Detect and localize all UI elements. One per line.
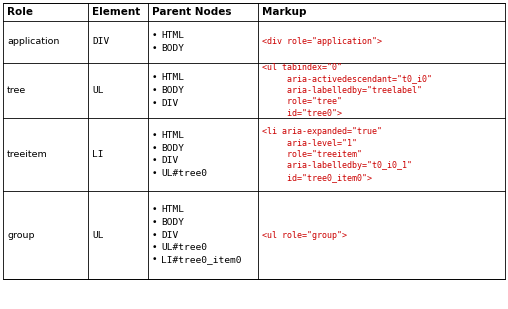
Text: •: • <box>152 156 157 165</box>
Text: LI#tree0_item0: LI#tree0_item0 <box>161 256 241 265</box>
Text: •: • <box>152 256 157 265</box>
Text: •: • <box>152 86 157 95</box>
Text: LI: LI <box>92 150 104 159</box>
Text: DIV: DIV <box>161 156 178 165</box>
Text: •: • <box>152 131 157 140</box>
Text: DIV: DIV <box>161 231 178 239</box>
Text: •: • <box>152 144 157 153</box>
Text: HTML: HTML <box>161 31 184 40</box>
Text: <li aria-expanded="true": <li aria-expanded="true" <box>262 127 382 136</box>
Text: tree: tree <box>7 86 26 95</box>
Text: DIV: DIV <box>161 99 178 108</box>
Text: BODY: BODY <box>161 86 184 95</box>
Text: UL: UL <box>92 86 104 95</box>
Text: HTML: HTML <box>161 74 184 83</box>
Text: Role: Role <box>7 7 33 17</box>
Text: id="tree0">: id="tree0"> <box>262 109 342 118</box>
Text: HTML: HTML <box>161 205 184 214</box>
Text: UL: UL <box>92 231 104 239</box>
Text: Parent Nodes: Parent Nodes <box>152 7 232 17</box>
Text: •: • <box>152 44 157 53</box>
Text: <ul role="group">: <ul role="group"> <box>262 231 347 239</box>
Text: •: • <box>152 74 157 83</box>
Text: •: • <box>152 31 157 40</box>
Text: id="tree0_item0">: id="tree0_item0"> <box>262 173 372 182</box>
Text: treeitem: treeitem <box>7 150 48 159</box>
Text: HTML: HTML <box>161 131 184 140</box>
Text: aria-level="1": aria-level="1" <box>262 138 357 147</box>
Text: UL#tree0: UL#tree0 <box>161 243 207 252</box>
Text: Markup: Markup <box>262 7 306 17</box>
Text: Element: Element <box>92 7 140 17</box>
Text: aria-labelledby="t0_i0_1": aria-labelledby="t0_i0_1" <box>262 162 412 171</box>
Text: application: application <box>7 37 59 46</box>
Text: role="treeitem": role="treeitem" <box>262 150 362 159</box>
Text: aria-activedescendant="t0_i0": aria-activedescendant="t0_i0" <box>262 74 432 83</box>
Text: DIV: DIV <box>92 37 109 46</box>
Text: •: • <box>152 169 157 178</box>
Text: role="tree": role="tree" <box>262 98 342 107</box>
Text: <div role="application">: <div role="application"> <box>262 37 382 46</box>
Text: BODY: BODY <box>161 218 184 227</box>
Text: <ul tabindex="0": <ul tabindex="0" <box>262 63 342 72</box>
Text: UL#tree0: UL#tree0 <box>161 169 207 178</box>
Text: BODY: BODY <box>161 144 184 153</box>
Bar <box>3 3 505 279</box>
Text: BODY: BODY <box>161 44 184 53</box>
Text: •: • <box>152 243 157 252</box>
Text: •: • <box>152 218 157 227</box>
Text: •: • <box>152 231 157 239</box>
Text: aria-labelledby="treelabel": aria-labelledby="treelabel" <box>262 86 422 95</box>
Text: •: • <box>152 99 157 108</box>
Text: group: group <box>7 231 35 239</box>
Text: •: • <box>152 205 157 214</box>
